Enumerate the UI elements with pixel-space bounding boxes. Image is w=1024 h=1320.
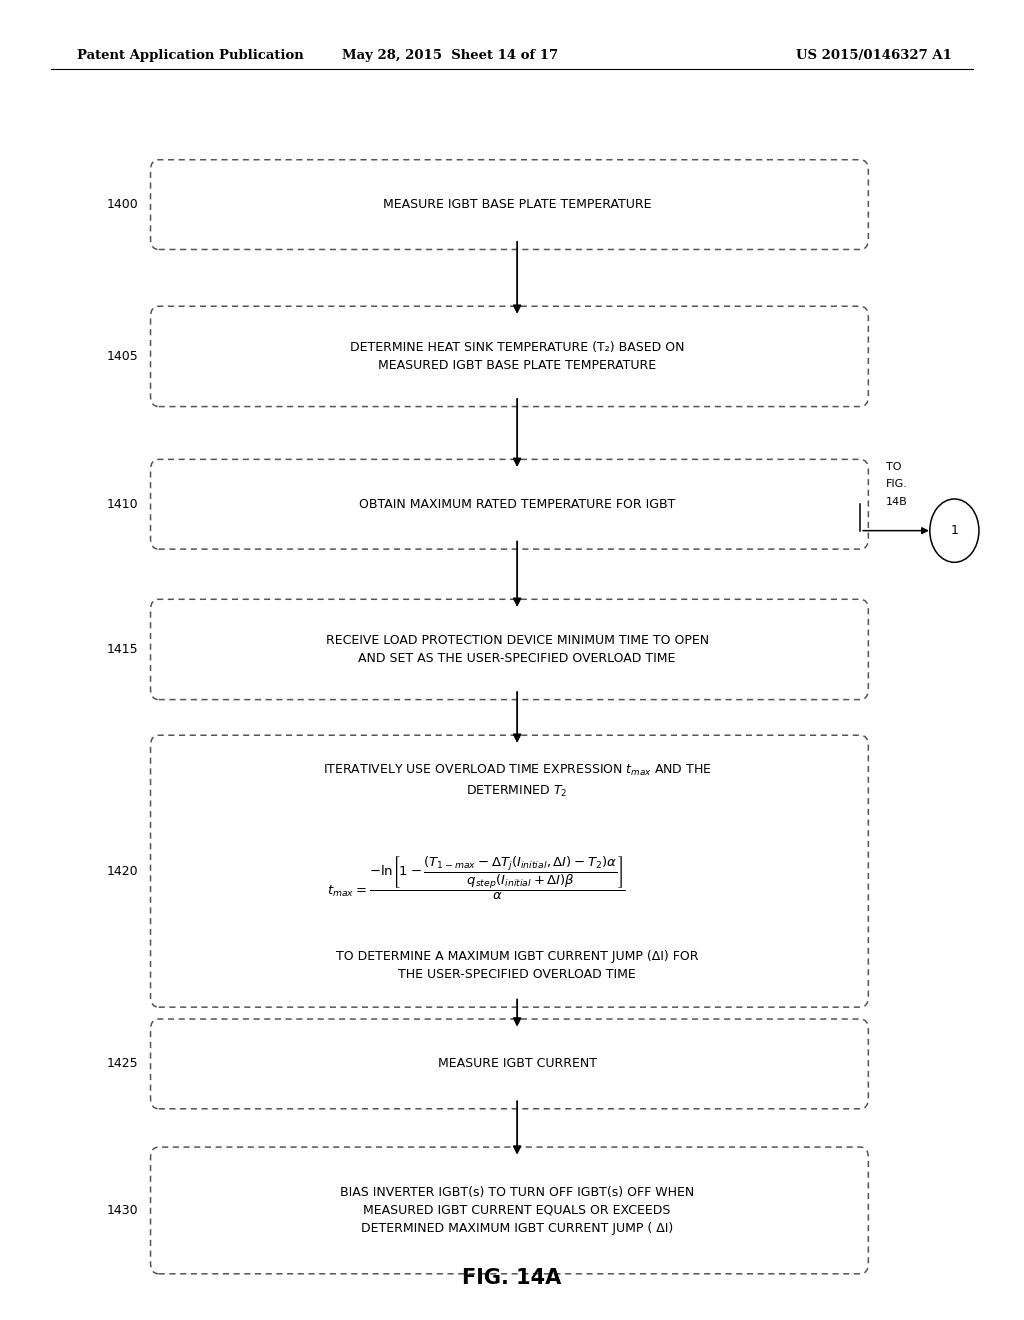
Text: TO DETERMINE A MAXIMUM IGBT CURRENT JUMP (ΔI) FOR
THE USER-SPECIFIED OVERLOAD TI: TO DETERMINE A MAXIMUM IGBT CURRENT JUMP… — [336, 950, 698, 981]
Text: RECEIVE LOAD PROTECTION DEVICE MINIMUM TIME TO OPEN
AND SET AS THE USER-SPECIFIE: RECEIVE LOAD PROTECTION DEVICE MINIMUM T… — [326, 634, 709, 665]
Text: OBTAIN MAXIMUM RATED TEMPERATURE FOR IGBT: OBTAIN MAXIMUM RATED TEMPERATURE FOR IGB… — [359, 498, 675, 511]
FancyBboxPatch shape — [151, 599, 868, 700]
Text: FIG. 14A: FIG. 14A — [463, 1267, 561, 1288]
FancyBboxPatch shape — [151, 306, 868, 407]
Text: TO: TO — [886, 462, 901, 473]
Text: 1: 1 — [950, 524, 958, 537]
Text: 1425: 1425 — [106, 1057, 138, 1071]
FancyBboxPatch shape — [151, 735, 868, 1007]
FancyBboxPatch shape — [151, 1019, 868, 1109]
Text: BIAS INVERTER IGBT(s) TO TURN OFF IGBT(s) OFF WHEN
MEASURED IGBT CURRENT EQUALS : BIAS INVERTER IGBT(s) TO TURN OFF IGBT(s… — [340, 1185, 694, 1236]
Text: May 28, 2015  Sheet 14 of 17: May 28, 2015 Sheet 14 of 17 — [342, 49, 559, 62]
Text: US 2015/0146327 A1: US 2015/0146327 A1 — [797, 49, 952, 62]
Text: 1405: 1405 — [106, 350, 138, 363]
Text: ITERATIVELY USE OVERLOAD TIME EXPRESSION $t_{max}$ AND THE
DETERMINED $T_2$: ITERATIVELY USE OVERLOAD TIME EXPRESSION… — [323, 763, 712, 799]
Text: MEASURE IGBT BASE PLATE TEMPERATURE: MEASURE IGBT BASE PLATE TEMPERATURE — [383, 198, 651, 211]
Text: Patent Application Publication: Patent Application Publication — [77, 49, 303, 62]
Text: 1420: 1420 — [106, 865, 138, 878]
Text: DETERMINE HEAT SINK TEMPERATURE (T₂) BASED ON
MEASURED IGBT BASE PLATE TEMPERATU: DETERMINE HEAT SINK TEMPERATURE (T₂) BAS… — [350, 341, 684, 372]
Text: $t_{max} = \dfrac{-\ln\!\left[1-\dfrac{(T_{1-max}-\Delta T_j(I_{initial},\Delta : $t_{max} = \dfrac{-\ln\!\left[1-\dfrac{(… — [327, 854, 626, 902]
FancyBboxPatch shape — [151, 1147, 868, 1274]
Text: 1430: 1430 — [106, 1204, 138, 1217]
FancyBboxPatch shape — [151, 160, 868, 249]
Text: MEASURE IGBT CURRENT: MEASURE IGBT CURRENT — [437, 1057, 597, 1071]
Text: FIG.: FIG. — [886, 479, 907, 490]
Text: 1415: 1415 — [106, 643, 138, 656]
FancyBboxPatch shape — [151, 459, 868, 549]
Text: 14B: 14B — [886, 496, 907, 507]
Text: 1410: 1410 — [106, 498, 138, 511]
Text: 1400: 1400 — [106, 198, 138, 211]
